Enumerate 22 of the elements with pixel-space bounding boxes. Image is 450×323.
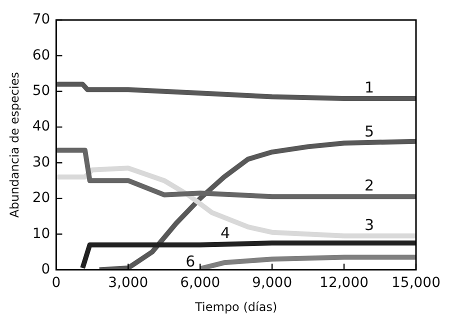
y-tick-label: 30	[32, 154, 50, 170]
x-tick-label: 15,000	[392, 274, 440, 291]
y-tick-label: 70	[32, 12, 50, 28]
series-label: 3	[364, 216, 374, 234]
series-label: 2	[364, 176, 374, 195]
x-tick-label: 3,000	[108, 274, 148, 291]
x-tick-label: 12,000	[320, 274, 369, 291]
y-tick-label: 20	[32, 190, 50, 206]
y-tick-label: 0	[41, 261, 50, 278]
x-tick-label: 9,000	[252, 274, 292, 291]
series-label: 1	[364, 78, 374, 96]
x-tick-label: 6,000	[180, 274, 220, 291]
y-axis-title: Abundancia de especies	[7, 72, 22, 218]
x-axis-title: Tiempo (días)	[194, 300, 278, 314]
y-tick-label: 50	[32, 83, 50, 100]
y-tick-label: 10	[32, 226, 50, 242]
series-label: 4	[220, 224, 230, 242]
y-tick-label: 60	[32, 47, 50, 64]
series-label: 5	[364, 122, 374, 140]
x-tick-label: 0	[52, 274, 61, 291]
series-label: 6	[186, 252, 196, 271]
y-tick-label: 40	[32, 118, 50, 135]
